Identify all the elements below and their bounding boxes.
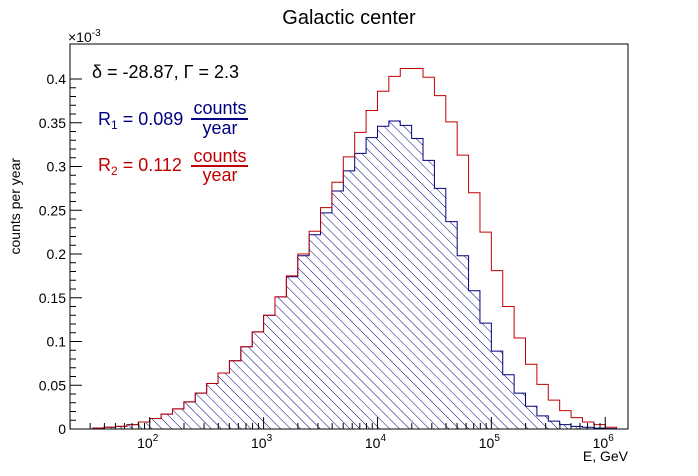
r2-symbol: R	[98, 155, 111, 175]
chart-title: Galactic center	[282, 7, 416, 29]
r1-bin-16	[274, 296, 287, 429]
y-tick-label: 0.15	[39, 290, 66, 306]
r1-bin-38	[525, 406, 537, 429]
x-tick-label: 105	[479, 433, 501, 451]
r2-unit-numerator: counts	[193, 146, 246, 166]
params-annotation: δ = -28.87, Γ = 2.3	[92, 62, 239, 82]
y-axis-multiplier: ×10-3	[68, 28, 101, 45]
r2-value: = 0.112	[118, 155, 182, 175]
r1-bin-32	[457, 255, 469, 429]
y-multiplier-exp: -3	[92, 28, 101, 39]
r1-bin-12	[229, 360, 241, 429]
y-axis-ticks: 0 0.05 0.1 0.15 0.2 0.25 0.3 0.35 0.4	[39, 71, 82, 437]
y-axis-label: counts per year	[7, 158, 23, 255]
r1-bin-28	[411, 138, 424, 429]
r1-bin-30	[434, 188, 446, 429]
r1-bin-27	[400, 125, 412, 429]
r1-bin-20	[320, 212, 332, 429]
r1-bin-7	[172, 408, 184, 429]
y-tick-label: 0.25	[39, 202, 66, 218]
y-tick-label: 0.1	[47, 334, 67, 350]
r1-bin-39	[536, 415, 549, 429]
r1-bin-1	[104, 427, 116, 429]
y-tick-label: 0.2	[47, 246, 67, 262]
r2-text: R2 = 0.112	[98, 155, 182, 178]
r1-bin-8	[183, 401, 196, 429]
r1-bin-36	[502, 374, 515, 429]
histogram-layer	[92, 68, 618, 430]
y-tick-label: 0.3	[47, 159, 67, 175]
r1-bin-37	[514, 393, 526, 429]
x-tick-label: 106	[593, 433, 615, 451]
r1-value: = 0.089	[118, 109, 184, 129]
x-tick-label: 103	[251, 433, 273, 451]
r1-bin-11	[218, 373, 230, 429]
y-tick-label: 0.4	[47, 71, 67, 87]
r1-bin-18	[297, 255, 310, 429]
r1-bin-22	[343, 170, 355, 429]
r2-annotation: R2 = 0.112 counts year	[98, 146, 248, 185]
r1-bin-41	[559, 424, 572, 429]
r1-bin-5	[149, 418, 162, 429]
r1-bin-23	[354, 153, 367, 429]
x-tick-label: 102	[137, 433, 159, 451]
r1-text: R1 = 0.089	[98, 109, 183, 132]
r2-subscript: 2	[111, 164, 118, 178]
r1-bin-10	[206, 383, 219, 429]
r1-bin-15	[263, 315, 275, 429]
y-tick-label: 0.05	[39, 377, 66, 393]
r2-unit-denominator: year	[202, 165, 237, 185]
x-tick-label: 104	[365, 433, 387, 451]
r1-bin-26	[388, 121, 401, 429]
r1-bin-17	[286, 276, 298, 429]
y-multiplier-base: ×10	[68, 29, 92, 45]
r1-unit-numerator: counts	[193, 98, 246, 118]
r1-bin-2	[115, 426, 127, 429]
r1-bin-13	[240, 346, 253, 429]
r1-bin-21	[331, 191, 344, 429]
r1-bin-42	[571, 426, 583, 429]
y-tick-label: 0	[58, 421, 66, 437]
y-tick-label: 0.35	[39, 115, 66, 131]
r1-bin-14	[252, 331, 264, 429]
r1-bin-35	[491, 351, 503, 429]
r1-bin-9	[195, 393, 207, 429]
r1-bin-24	[366, 137, 378, 429]
x-axis-ticks: 102 103 104 105 106	[69, 417, 615, 451]
r1-bin-3	[126, 424, 139, 429]
r1-bin-31	[445, 221, 458, 429]
r1-bin-19	[309, 234, 321, 429]
r1-symbol: R	[98, 109, 111, 129]
x-axis-label: E, GeV	[583, 448, 629, 464]
r1-subscript: 1	[111, 118, 118, 132]
r1-unit-denominator: year	[202, 118, 237, 138]
r1-bin-34	[479, 323, 492, 429]
r1-bin-25	[377, 126, 389, 429]
r1-bin-40	[548, 421, 560, 429]
r2-outline	[92, 68, 618, 429]
r1-bin-33	[468, 290, 480, 429]
r1-bin-6	[161, 414, 173, 429]
r1-annotation: R1 = 0.089 counts year	[98, 98, 248, 138]
r1-bin-29	[423, 160, 435, 429]
r1-bin-43	[582, 427, 594, 429]
